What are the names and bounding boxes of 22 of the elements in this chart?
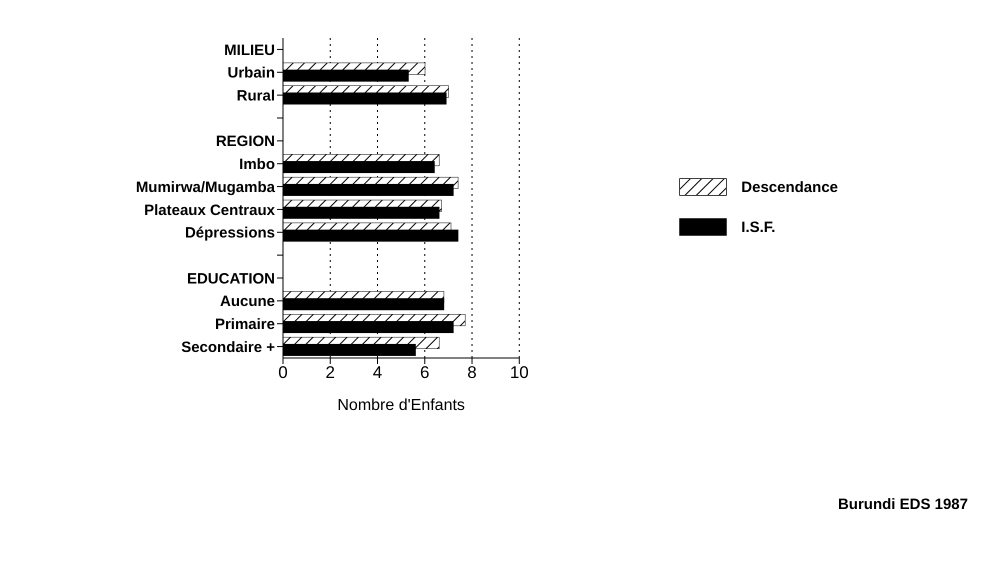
y-tick-label: Urbain [227, 64, 275, 82]
y-tick-label: REGION [216, 133, 275, 150]
x-tick-label: 6 [420, 363, 430, 382]
x-tick-label: 0 [278, 363, 288, 382]
y-tick-label: Mumirwa/Mugamba [136, 178, 276, 196]
x-tick-label: 4 [372, 363, 382, 382]
x-tick-label: 10 [510, 363, 529, 382]
y-tick-label: EDUCATION [186, 270, 275, 288]
y-tick-label: Secondaire + [181, 338, 276, 356]
y-tick-label: MILIEU [224, 42, 275, 59]
y-tick-label: Primaire [214, 316, 275, 334]
x-axis-title: Nombre d'Enfants [337, 397, 465, 414]
y-tick-label: Dépressions [184, 224, 275, 242]
x-tick-label: 8 [467, 363, 477, 382]
y-tick-label: Imbo [239, 156, 275, 174]
x-tick-label: 2 [326, 363, 335, 382]
y-tick-label: Rural [236, 87, 275, 104]
legend-label: Descendance [741, 178, 838, 196]
y-tick-label: Plateaux Centraux [144, 202, 276, 219]
text: Burundi EDS 1987 [838, 496, 968, 513]
legend-label: I.S.F. [741, 218, 776, 236]
y-tick-label: Aucune [220, 293, 275, 310]
